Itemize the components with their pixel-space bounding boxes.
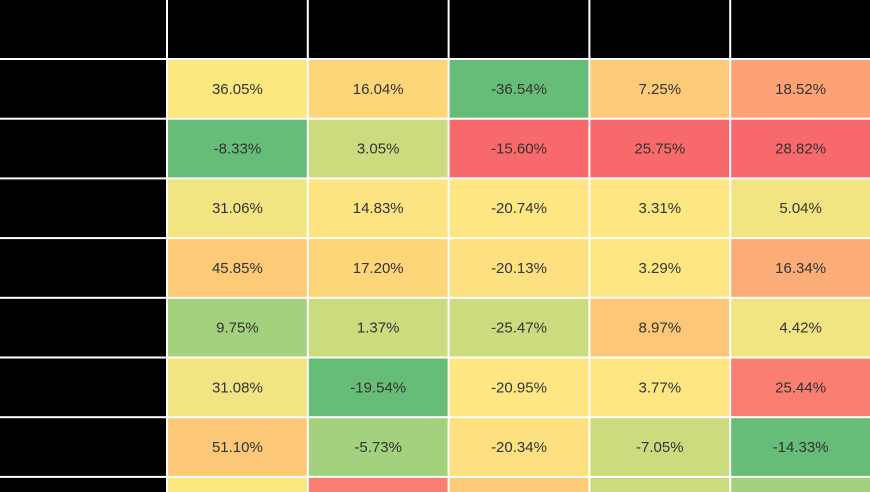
cell-value: 7.25%: [639, 81, 682, 98]
cell-value: -20.13%: [491, 260, 547, 277]
heatmap-cell: [590, 358, 730, 417]
heatmap-cell: [731, 119, 870, 178]
heatmap-cell: [449, 239, 589, 297]
heatmap-cell: [449, 179, 589, 238]
heatmap-cell: [731, 179, 870, 238]
heatmap-cell: [449, 477, 589, 492]
cell-value: 1.37%: [357, 320, 400, 337]
cell-value: 28.82%: [775, 141, 826, 158]
cell-value: 3.77%: [639, 379, 682, 396]
heatmap-cell: [168, 179, 307, 238]
heatmap-cell: [731, 358, 870, 417]
heatmap-cell: [590, 239, 730, 297]
cell-value: 17.20%: [353, 260, 404, 277]
heatmap-cell: [590, 418, 730, 476]
cell-value: -20.34%: [491, 439, 547, 456]
cell-value: 51.10%: [212, 439, 263, 456]
heatmap-cell: [590, 60, 730, 118]
cell-value: -7.05%: [636, 439, 684, 456]
heatmap-cell: [590, 179, 730, 238]
column-header: [308, 0, 448, 58]
cell-value: 5.04%: [779, 200, 822, 217]
cell-value: 18.52%: [775, 81, 826, 98]
cell-value: -5.73%: [354, 439, 402, 456]
cell-value: 25.44%: [775, 379, 826, 396]
cell-value: 14.83%: [353, 200, 404, 217]
cell-value: -20.95%: [491, 379, 547, 396]
column-header: [590, 0, 730, 58]
column-header: [449, 0, 589, 58]
cell-value: 8.97%: [639, 320, 682, 337]
heatmap-cell: [449, 418, 589, 476]
column-header: [168, 0, 307, 58]
cell-value: 31.06%: [212, 200, 263, 217]
cell-value: 3.29%: [639, 260, 682, 277]
heatmap-cell: [168, 418, 307, 476]
heatmap-cell: [308, 418, 448, 476]
heatmap-cell: [308, 358, 448, 417]
heatmap-cell: [731, 239, 870, 297]
heatmap-cell: [449, 298, 589, 357]
heatmap-cell: [731, 477, 870, 492]
heatmap-cell: [168, 60, 307, 118]
header-corner: [0, 0, 166, 58]
row-label: [0, 298, 166, 357]
heatmap-cell: [449, 60, 589, 118]
cell-value: 3.31%: [639, 200, 682, 217]
heatmap-cell: [308, 477, 448, 492]
row-label: [0, 179, 166, 238]
cell-value: 3.05%: [357, 141, 400, 158]
heatmap-cell: [590, 119, 730, 178]
cell-value: -25.47%: [491, 320, 547, 337]
row-label: [0, 60, 166, 118]
heatmap-cell: [731, 298, 870, 357]
heatmap-cell: [168, 358, 307, 417]
heatmap-cell: [308, 60, 448, 118]
cell-value: -36.54%: [491, 81, 547, 98]
cell-value: 16.34%: [775, 260, 826, 277]
heatmap-cell: [168, 477, 307, 492]
heatmap-cell: [731, 60, 870, 118]
heatmap-cell: [731, 418, 870, 476]
row-label: [0, 239, 166, 297]
cell-value: 45.85%: [212, 260, 263, 277]
cell-value: 31.08%: [212, 379, 263, 396]
cell-value: -14.33%: [773, 439, 829, 456]
cell-value: -20.74%: [491, 200, 547, 217]
heatmap-cell: [590, 477, 730, 492]
heatmap-cell: [308, 179, 448, 238]
cell-value: -8.33%: [214, 141, 262, 158]
heatmap-cell: [308, 298, 448, 357]
cell-value: 16.04%: [353, 81, 404, 98]
cell-value: -15.60%: [491, 141, 547, 158]
cell-value: 25.75%: [634, 141, 685, 158]
heatmap-cell: [168, 239, 307, 297]
cell-value: 9.75%: [216, 320, 259, 337]
heatmap-cell: [590, 298, 730, 357]
cell-value: 4.42%: [779, 320, 822, 337]
heatmap-cell: [168, 119, 307, 178]
cell-value: 36.05%: [212, 81, 263, 98]
heatmap-cell: [308, 239, 448, 297]
heatmap-cell: [308, 119, 448, 178]
row-label: [0, 119, 166, 178]
row-label: [0, 358, 166, 417]
heatmap-cell: [168, 298, 307, 357]
row-label: [0, 477, 166, 492]
row-label: [0, 418, 166, 476]
column-header: [731, 0, 870, 58]
heatmap-cell: [449, 119, 589, 178]
heatmap-cell: [449, 358, 589, 417]
cell-value: -19.54%: [350, 379, 406, 396]
